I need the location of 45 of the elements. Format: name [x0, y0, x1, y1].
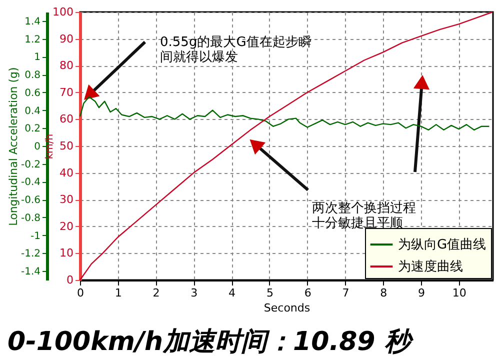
y-tick-label: 0	[66, 274, 74, 286]
y2-tick-label: 1.4	[24, 16, 40, 28]
y-tick-label: 60	[60, 112, 74, 126]
legend-label: 为纵向G值曲线	[398, 238, 486, 252]
x-tick-label: 7	[342, 286, 350, 300]
x-axis-title: Seconds	[264, 302, 310, 314]
x-tick-label: 1	[114, 286, 122, 300]
legend-label: 为速度曲线	[398, 258, 463, 274]
y2-axis-title: Longitudinal Acceleration (g)	[6, 67, 20, 226]
y-tick-label: 70	[60, 86, 74, 99]
x-tick-label: 2	[152, 286, 160, 300]
x-tick-label: 0	[77, 286, 84, 300]
y2-tick-label: 0.4	[24, 106, 40, 117]
y2-tick-label: 0.2	[24, 124, 40, 135]
y-tick-label: 80	[60, 59, 74, 72]
x-tick-label: 6	[304, 286, 312, 300]
x-tick-label: 9	[418, 286, 426, 300]
x-tick-label: 10	[452, 286, 466, 300]
annotation: 两次整个换挡过程十分敏捷且平顺	[312, 201, 416, 231]
y-tick-label: 30	[60, 193, 74, 206]
y-tick-label: 50	[60, 140, 74, 152]
x-tick-label: 4	[228, 286, 236, 300]
y2-tick-label: -1	[30, 230, 40, 242]
y-tick-label: 10	[60, 246, 74, 260]
y2-tick-label: -1.4	[20, 266, 40, 278]
y2-tick-label: -0.8	[20, 212, 40, 224]
y2-tick-label: 1.2	[24, 34, 40, 46]
x-tick-label: 5	[266, 286, 274, 300]
y2-tick-label: -0.6	[20, 195, 40, 206]
y2-tick-label: 1	[34, 52, 40, 64]
y2-tick-label: -1.2	[20, 248, 40, 260]
x-tick-label: 3	[190, 286, 198, 300]
y2-tick-label: 0.8	[24, 70, 40, 82]
y2-tick-label: 0	[34, 142, 40, 152]
y-tick-label: 100	[52, 6, 74, 18]
y-tick-label: 90	[60, 32, 74, 46]
y-tick-label: 40	[60, 166, 74, 180]
y2-tick-label: -0.4	[20, 177, 40, 188]
y-tick-label: 20	[60, 220, 74, 233]
y-axis-title: km/h	[44, 134, 56, 160]
text: 0-100km/h加速时间：10.89 秒	[7, 327, 414, 357]
annotation: 0.55g的最大G值在起步瞬间就得以爆发	[160, 35, 312, 65]
y2-tick-label: 0.6	[24, 88, 40, 99]
y2-tick-label: -0.2	[20, 159, 40, 170]
x-tick-label: 8	[380, 286, 388, 300]
